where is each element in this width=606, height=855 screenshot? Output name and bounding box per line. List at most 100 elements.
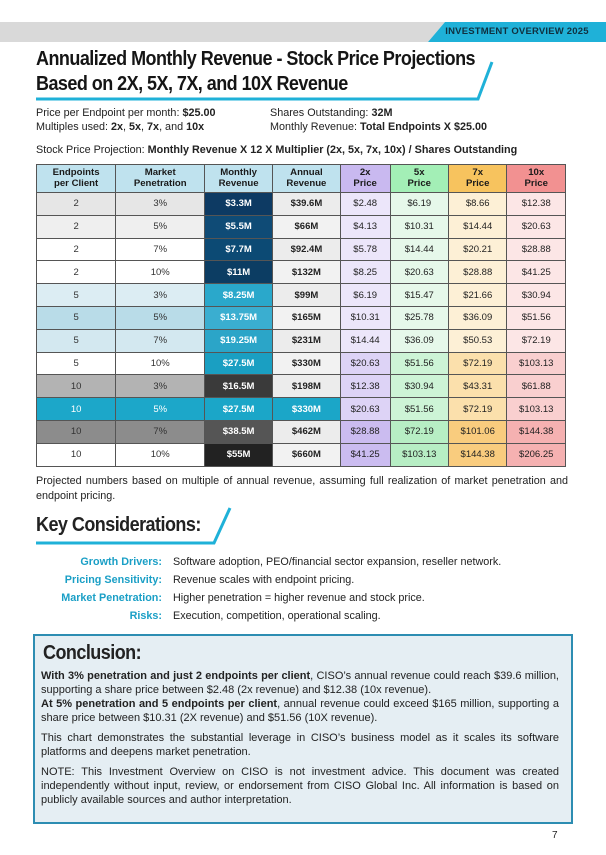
bold-text: $25.00: [182, 107, 216, 119]
table-cell: $27.5M: [204, 397, 273, 421]
consideration-text: Revenue scales with endpoint pricing.: [173, 574, 355, 586]
table-cell: $36.09: [389, 328, 449, 353]
text: Price per Endpoint per month:: [36, 107, 183, 119]
bold-text: 5x: [129, 121, 142, 133]
bold-text: Monthly Revenue X 12 X Multiplier (2x, 5…: [147, 144, 518, 156]
table-cell: 2: [35, 192, 117, 216]
header-line: Price: [407, 177, 431, 189]
conclusion-box: Conclusion: With 3% penetration and just…: [33, 634, 573, 824]
table-row: 2 5% $5.5M $66M $4.13 $10.31 $14.44 $20.63: [35, 214, 566, 239]
table-cell: $72.19: [389, 419, 449, 444]
table-cell: $99M: [272, 283, 341, 307]
table-cell: $660M: [272, 442, 341, 467]
table-cell: $206.25: [506, 442, 566, 467]
text: , annual revenue could exceed $165 milli…: [41, 698, 559, 724]
text: Multiples used:: [36, 121, 112, 133]
table-cell: $66M: [272, 214, 341, 239]
table-cell: $132M: [272, 260, 341, 285]
table-cell: $144.38: [447, 442, 508, 467]
header-line: Endpoints: [52, 167, 100, 178]
table-cell: 5%: [115, 397, 206, 421]
table-cell: $92.4M: [272, 237, 341, 262]
bold-text: 2x: [111, 121, 124, 133]
bold-text: Total Endpoints X $25.00: [360, 121, 488, 133]
bold-text: 7x: [147, 121, 160, 133]
table-cell: $6.19: [389, 192, 449, 216]
table-cell: $41.25: [506, 260, 566, 285]
header-line: Penetration: [133, 177, 187, 189]
banner-text: INVESTMENT OVERVIEW 2025: [445, 26, 589, 37]
text: This chart demonstrates the substantial …: [41, 732, 559, 758]
paragraph: At 5% penetration and 5 endpoints per cl…: [41, 697, 559, 725]
decor: [0, 22, 606, 101]
considerations: Growth Drivers: Software adoption, PEO/fi…: [36, 556, 576, 628]
table-cell: 10%: [115, 351, 206, 376]
table-cell: 3%: [115, 374, 206, 399]
decor: [36, 507, 232, 545]
title-underline: [36, 61, 494, 101]
table-cell: 7%: [115, 328, 206, 353]
table-cell: $14.44: [447, 214, 508, 239]
consideration-label: Risks:: [129, 610, 162, 622]
consideration: Growth Drivers: Software adoption, PEO/fi…: [36, 556, 576, 574]
table-cell: $14.44: [339, 328, 391, 353]
column-header: Monthly Revenue: [204, 164, 273, 193]
table-cell: $330M: [272, 397, 341, 421]
table-row: 2 3% $3.3M $39.6M $2.48 $6.19 $8.66 $12.38: [35, 192, 566, 216]
header-line: Price: [465, 177, 490, 189]
banner-bar: [428, 22, 606, 42]
table-cell: $462M: [272, 419, 341, 444]
info: Price per Endpoint per month: $25.00 Shar…: [36, 106, 576, 134]
column-header: 2x Price: [339, 164, 391, 193]
bold-text: 32M: [371, 107, 393, 119]
table-cell: $19.25M: [204, 328, 273, 353]
table-cell: $13.75M: [204, 305, 273, 330]
consideration-text: Execution, competition, operational scal…: [173, 610, 381, 622]
header-line: 10x: [528, 167, 545, 178]
table-cell: 5: [35, 283, 117, 307]
header-line: 5x: [413, 167, 425, 178]
table-cell: $51.56: [389, 351, 449, 376]
info-line: Price per Endpoint per month: $25.00: [36, 106, 270, 120]
bold-text: 10x: [186, 121, 205, 133]
heading: Key Considerations:: [36, 514, 201, 536]
consideration-text: Software adoption, PEO/financial sector …: [173, 556, 502, 568]
table-cell: $30.94: [506, 283, 566, 307]
table-cell: 10: [35, 374, 117, 399]
header-line: 7x: [472, 167, 484, 178]
table-cell: $61.88: [506, 374, 566, 399]
consideration-label: Pricing Sensitivity:: [64, 574, 162, 586]
header-line: per Client: [53, 177, 99, 189]
header-line: Market: [144, 167, 176, 178]
info-line: Multiples used: 2x, 5x, 7x, and 10x: [36, 120, 270, 134]
text: Stock Price Projection:: [36, 144, 148, 156]
table-cell: $20.63: [339, 351, 391, 376]
consideration-text: Higher penetration = higher revenue and …: [173, 592, 425, 604]
table-cell: $72.19: [447, 351, 508, 376]
table-cell: $5.5M: [204, 214, 273, 239]
table-cell: $72.19: [506, 328, 566, 353]
formula: Stock Price Projection: Monthly Revenue …: [36, 144, 517, 156]
table-cell: $20.63: [339, 397, 391, 421]
table-cell: $27.5M: [204, 351, 273, 376]
table-cell: $14.44: [389, 237, 449, 262]
table-cell: 7%: [115, 419, 206, 444]
consideration-label: Growth Drivers:: [80, 556, 162, 568]
table-cell: $8.66: [447, 192, 508, 216]
consideration: Pricing Sensitivity: Revenue scales with …: [36, 574, 576, 592]
table-cell: $28.88: [447, 260, 508, 285]
table-cell: $50.53: [447, 328, 508, 353]
column-header: 5x Price: [389, 164, 449, 193]
table-row: 10 10% $55M $660M $41.25 $103.13 $144.38 $206.2…: [35, 442, 566, 467]
table-cell: $39.6M: [272, 192, 341, 216]
table-row: 10 7% $38.5M $462M $28.88 $72.19 $101.06 $144.3…: [35, 419, 566, 444]
table-cell: $103.13: [506, 351, 566, 376]
table-cell: $12.38: [339, 374, 391, 399]
table-cell: $10.31: [339, 305, 391, 330]
table-cell: $20.63: [389, 260, 449, 285]
table-cell: $38.5M: [204, 419, 273, 444]
title: Based on 2X, 5X, 7X, and 10X Revenue: [36, 73, 348, 95]
info-line: Shares Outstanding: 32M: [270, 106, 570, 120]
paragraph: With 3% penetration and just 2 endpoints…: [41, 669, 559, 697]
